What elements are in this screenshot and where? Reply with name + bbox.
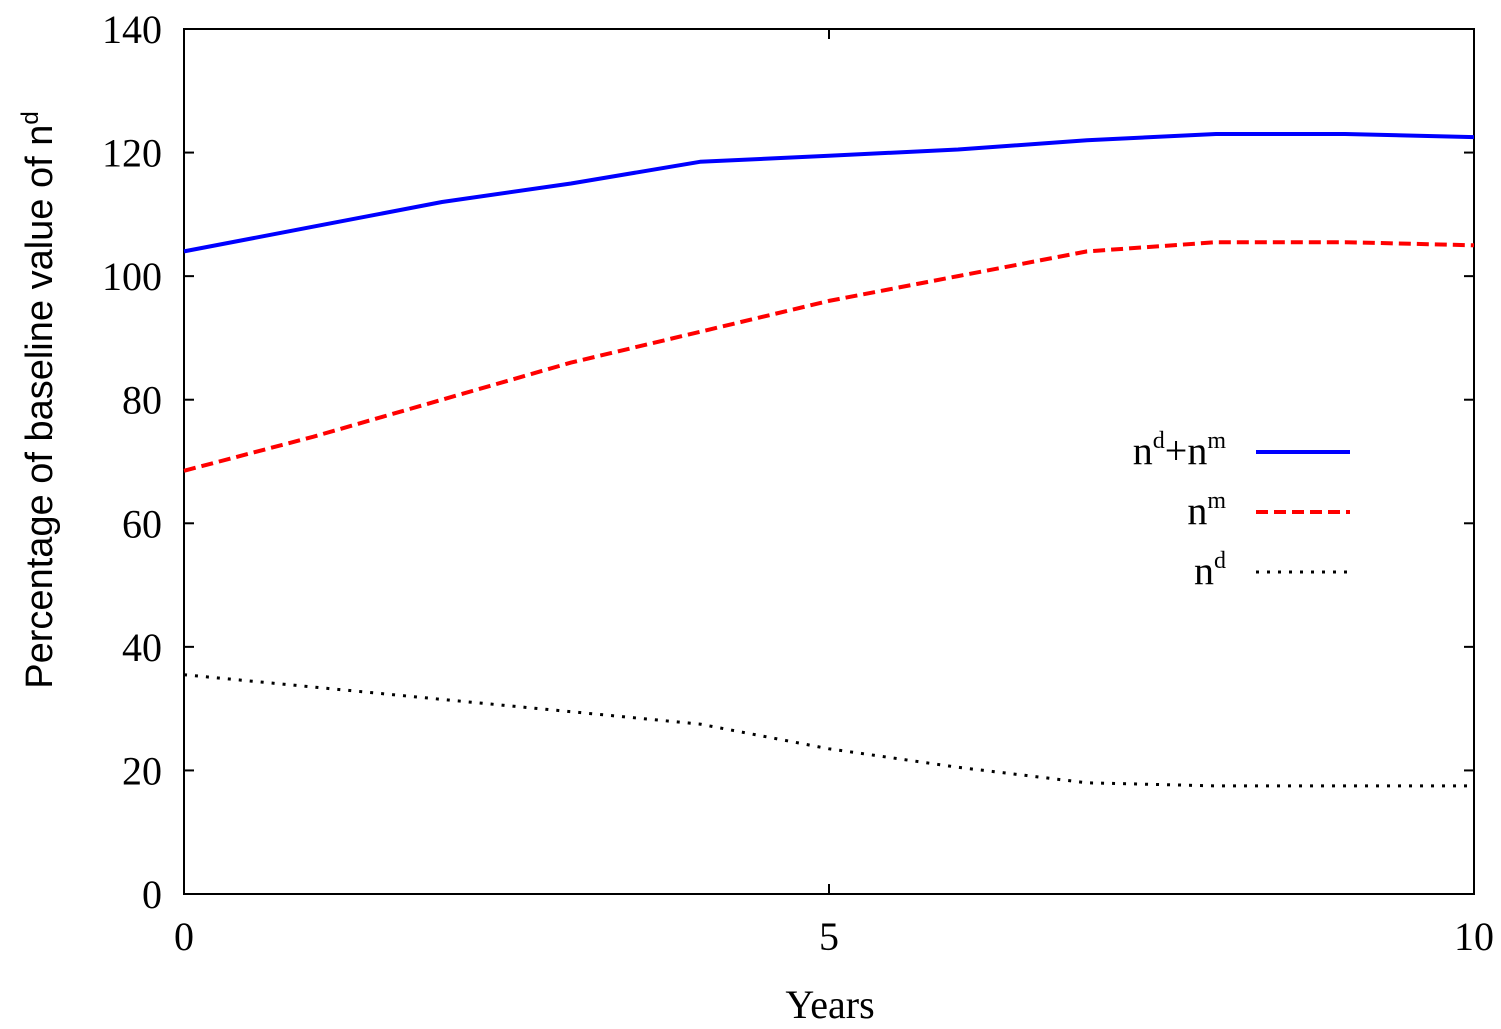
x-tick-label: 10	[1454, 914, 1494, 959]
legend-label-3: nd	[1194, 548, 1226, 593]
x-tick-label: 0	[174, 914, 194, 959]
series-line-3	[183, 673, 1474, 788]
y-tick-label: 60	[122, 501, 162, 546]
y-tick-label: 40	[122, 625, 162, 670]
y-tick-label: 120	[102, 131, 162, 176]
y-axis-title-main: Percentage of baseline value of n	[19, 125, 61, 689]
legend-label-2: nm	[1187, 488, 1226, 533]
y-axis-title-superscript: d	[17, 111, 44, 124]
y-tick-label: 20	[122, 748, 162, 793]
y-tick-label: 0	[142, 872, 162, 917]
y-tick-label: 100	[102, 254, 162, 299]
x-tick-label: 5	[819, 914, 839, 959]
y-tick-label: 80	[122, 378, 162, 423]
y-axis-title: Percentage of baseline value of nd	[17, 111, 61, 688]
x-axis-title: Years	[785, 982, 874, 1027]
legend-label-1: nd+nm	[1133, 428, 1227, 473]
y-tick-label: 140	[102, 7, 162, 52]
plot-area-frame	[183, 28, 1475, 895]
series-line-1	[183, 132, 1475, 254]
series-line-2	[183, 240, 1475, 473]
